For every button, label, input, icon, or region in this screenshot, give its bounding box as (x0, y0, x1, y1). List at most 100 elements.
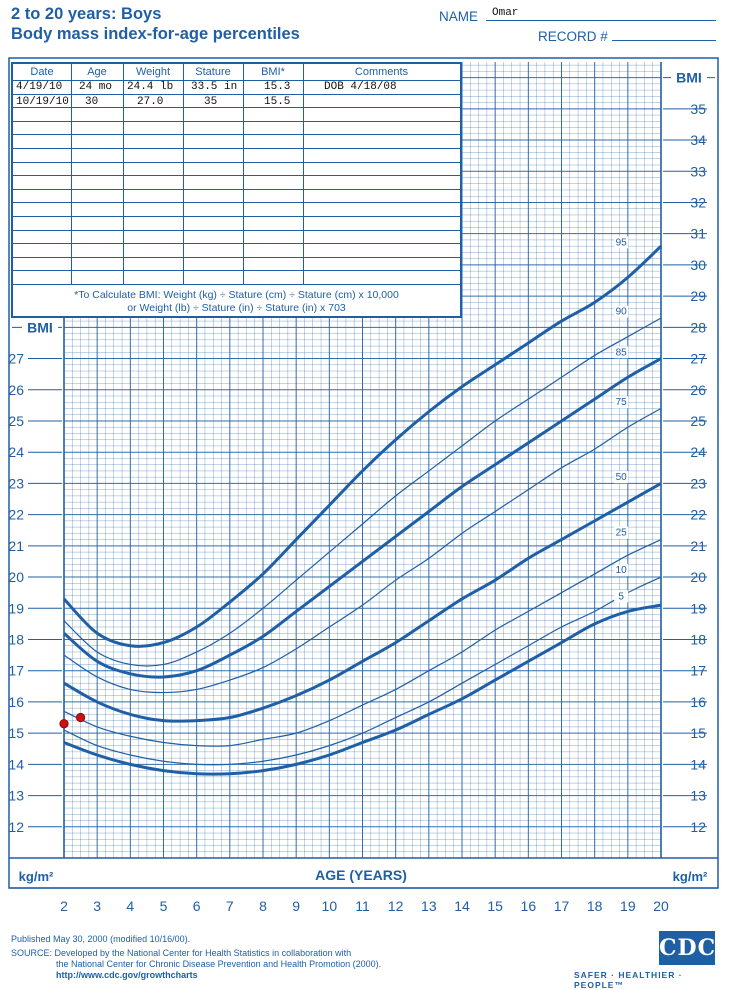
cdc-logo: CDC (659, 931, 715, 965)
percentile-label-25: 25 (616, 528, 628, 539)
y-tick-label-right: 21 (690, 538, 706, 554)
table-cell[interactable]: 15.5 (264, 96, 291, 108)
table-row-rule (13, 93, 460, 95)
percentile-label-75: 75 (616, 397, 628, 408)
table-column-rule (71, 64, 72, 284)
percentile-label-bg (614, 346, 629, 359)
table-cell[interactable]: 33.5 in (191, 81, 238, 93)
y-tick-label-left: 16 (8, 694, 24, 710)
y-tick-label-right: 12 (690, 819, 706, 835)
y-tick-label-right: 16 (690, 694, 706, 710)
y-tick-label-right: 13 (690, 788, 706, 804)
percentile-curve-5 (63, 603, 662, 776)
table-cell[interactable]: DOB 4/18/08 (324, 81, 397, 93)
y-tick-label-right: 34 (690, 132, 706, 148)
record-label: RECORD # (538, 29, 608, 44)
y-tick-label-left: 19 (8, 600, 24, 616)
y-tick-label-right: 17 (690, 663, 706, 679)
y-tick-label-left: 23 (8, 475, 24, 491)
table-row-rule (13, 243, 460, 245)
percentile-curve-85 (63, 357, 662, 679)
x-tick-label: 5 (160, 898, 168, 914)
percentile-label-bg (614, 564, 629, 577)
table-cell[interactable]: 35 (204, 96, 218, 108)
x-tick-label: 20 (653, 898, 669, 914)
bmi-label-bg (22, 318, 58, 337)
table-column-rule (183, 64, 184, 284)
table-row-rule (13, 161, 460, 163)
y-tick-label-left: 17 (8, 663, 24, 679)
y-tick-label-right: 20 (690, 569, 706, 585)
y-tick-label-right: 19 (690, 600, 706, 616)
table-cell[interactable]: 24.4 lb (127, 81, 174, 93)
table-row-rule (13, 80, 460, 81)
x-tick-label: 2 (60, 898, 68, 914)
bmi-label-bg (671, 68, 707, 87)
x-tick-label: 9 (292, 898, 300, 914)
table-column-rule (123, 64, 124, 284)
y-tick-label-left: 24 (8, 444, 24, 460)
record-field[interactable] (612, 40, 716, 41)
x-tick-label: 16 (521, 898, 537, 914)
percentile-label-50: 50 (616, 472, 628, 483)
col-header-weight: Weight (135, 66, 171, 78)
y-axis-label-left: BMI (27, 319, 53, 335)
percentile-label-85: 85 (616, 347, 628, 358)
table-row-rule (13, 175, 460, 177)
percentile-label-bg (614, 236, 629, 249)
x-tick-label: 8 (259, 898, 267, 914)
x-tick-label: 3 (93, 898, 101, 914)
y-tick-label-right: 23 (690, 475, 706, 491)
x-tick-label: 15 (487, 898, 503, 914)
cdc-slogan: SAFER · HEALTHIER · PEOPLE™ (574, 970, 683, 990)
x-tick-label: 17 (554, 898, 570, 914)
x-tick-label: 14 (454, 898, 470, 914)
published-note: Published May 30, 2000 (modified 10/16/0… (11, 934, 191, 944)
table-cell[interactable]: 27.0 (137, 96, 164, 108)
table-cell[interactable]: 4/19/10 (16, 81, 63, 93)
source-note-1: SOURCE: Developed by the National Center… (11, 948, 352, 958)
x-tick-label: 11 (355, 898, 370, 914)
source-url-link[interactable]: http://www.cdc.gov/growthcharts (56, 970, 198, 980)
table-row-rule (13, 229, 460, 231)
y-tick-label-left: 20 (8, 569, 24, 585)
y-tick-label-right: 26 (690, 382, 706, 398)
percentile-curve-25 (63, 539, 662, 747)
y-tick-label-right: 33 (690, 163, 706, 179)
y-tick-label-right: 24 (690, 444, 706, 460)
percentile-label-bg (614, 471, 629, 484)
percentile-label-bg (614, 396, 629, 409)
y-tick-label-left: 26 (8, 382, 24, 398)
name-field[interactable] (486, 20, 716, 21)
col-header-age: Age (87, 66, 107, 78)
table-row-rule (13, 270, 460, 272)
table-cell[interactable]: 30 (85, 96, 99, 108)
y-tick-label-right: 15 (690, 725, 706, 741)
y-tick-label-right: 30 (690, 257, 706, 273)
x-tick-label: 7 (226, 898, 234, 914)
measurement-table: Date Age Weight Stature BMI* Comments 4/… (11, 62, 462, 318)
y-tick-label-left: 18 (8, 631, 24, 647)
bmi-data-point (75, 712, 86, 723)
table-cell[interactable]: 24 mo (79, 81, 113, 93)
percentile-curve-50 (63, 482, 662, 723)
chart-labels: 1213141516171819202122232425262712131415… (8, 68, 715, 914)
table-cell[interactable]: 10/19/10 (16, 96, 69, 108)
bmi-formula-line1: *To Calculate BMI: Weight (kg) ÷ Stature… (74, 289, 399, 301)
y-tick-label-left: 13 (8, 788, 24, 804)
y-tick-label-left: 12 (8, 819, 24, 835)
y-tick-label-right: 14 (690, 756, 706, 772)
percentile-curve-10 (63, 576, 662, 766)
percentile-label-5: 5 (618, 591, 624, 602)
percentile-curve-95 (62, 245, 663, 648)
source-note-2: the National Center for Chronic Disease … (56, 959, 382, 969)
col-header-date: Date (30, 66, 54, 78)
y-tick-label-right: 31 (690, 226, 706, 242)
x-tick-label: 13 (421, 898, 437, 914)
percentile-label-90: 90 (616, 307, 628, 318)
col-header-stature: Stature (195, 66, 231, 78)
table-row-rule (13, 120, 460, 122)
y-tick-label-right: 27 (690, 351, 706, 367)
x-tick-label: 18 (587, 898, 603, 914)
table-cell[interactable]: 15.3 (264, 81, 291, 93)
